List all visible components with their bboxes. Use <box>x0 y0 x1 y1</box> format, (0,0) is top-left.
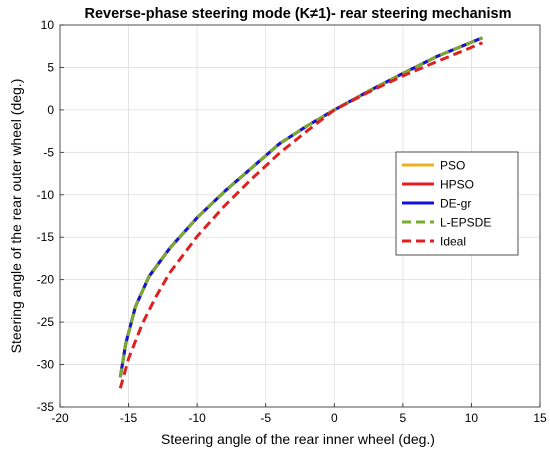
y-axis: -35 -30 -25 -20 -15 -10 -5 0 5 10 <box>37 18 64 414</box>
series-line-l-epsde <box>118 36 483 378</box>
legend-label: DE-gr <box>440 197 471 211</box>
legend: PSO HPSO DE-gr L-EPSDE Ideal <box>395 151 519 256</box>
x-axis: -20 -15 -10 -5 0 5 10 15 <box>51 403 547 425</box>
y-tick-label: -35 <box>37 400 55 414</box>
y-tick-label: -10 <box>37 188 55 202</box>
legend-label: Ideal <box>440 235 466 249</box>
y-tick-label: -30 <box>37 358 55 372</box>
y-tick-label: 5 <box>47 60 54 74</box>
plot-frame <box>59 24 541 408</box>
series-line-ideal <box>118 41 483 389</box>
x-tick-label: -20 <box>51 411 69 425</box>
y-axis-label: Steering angle of the rear outer wheel (… <box>8 79 24 354</box>
y-tick-label: -5 <box>43 145 54 159</box>
legend-label: HPSO <box>440 178 474 192</box>
x-tick-label: -15 <box>120 411 138 425</box>
y-tick-label: -15 <box>37 230 55 244</box>
chart-title: Reverse-phase steering mode (K≠1)- rear … <box>84 6 511 22</box>
x-tick-label: -10 <box>188 411 206 425</box>
x-axis-label: Steering angle of the rear inner wheel (… <box>161 431 435 447</box>
y-tick-label: -25 <box>37 315 55 329</box>
y-tick-label: -20 <box>37 273 55 287</box>
x-tick-label: 5 <box>400 411 407 425</box>
series-layer <box>118 36 483 389</box>
x-tick-label: 15 <box>533 411 547 425</box>
y-tick-label: 10 <box>41 18 55 32</box>
legend-label: PSO <box>440 159 465 173</box>
y-tick-label: 0 <box>47 103 54 117</box>
legend-label: L-EPSDE <box>440 216 491 230</box>
x-tick-label: -5 <box>260 411 271 425</box>
x-tick-label: 0 <box>331 411 338 425</box>
x-tick-label: 10 <box>465 411 479 425</box>
